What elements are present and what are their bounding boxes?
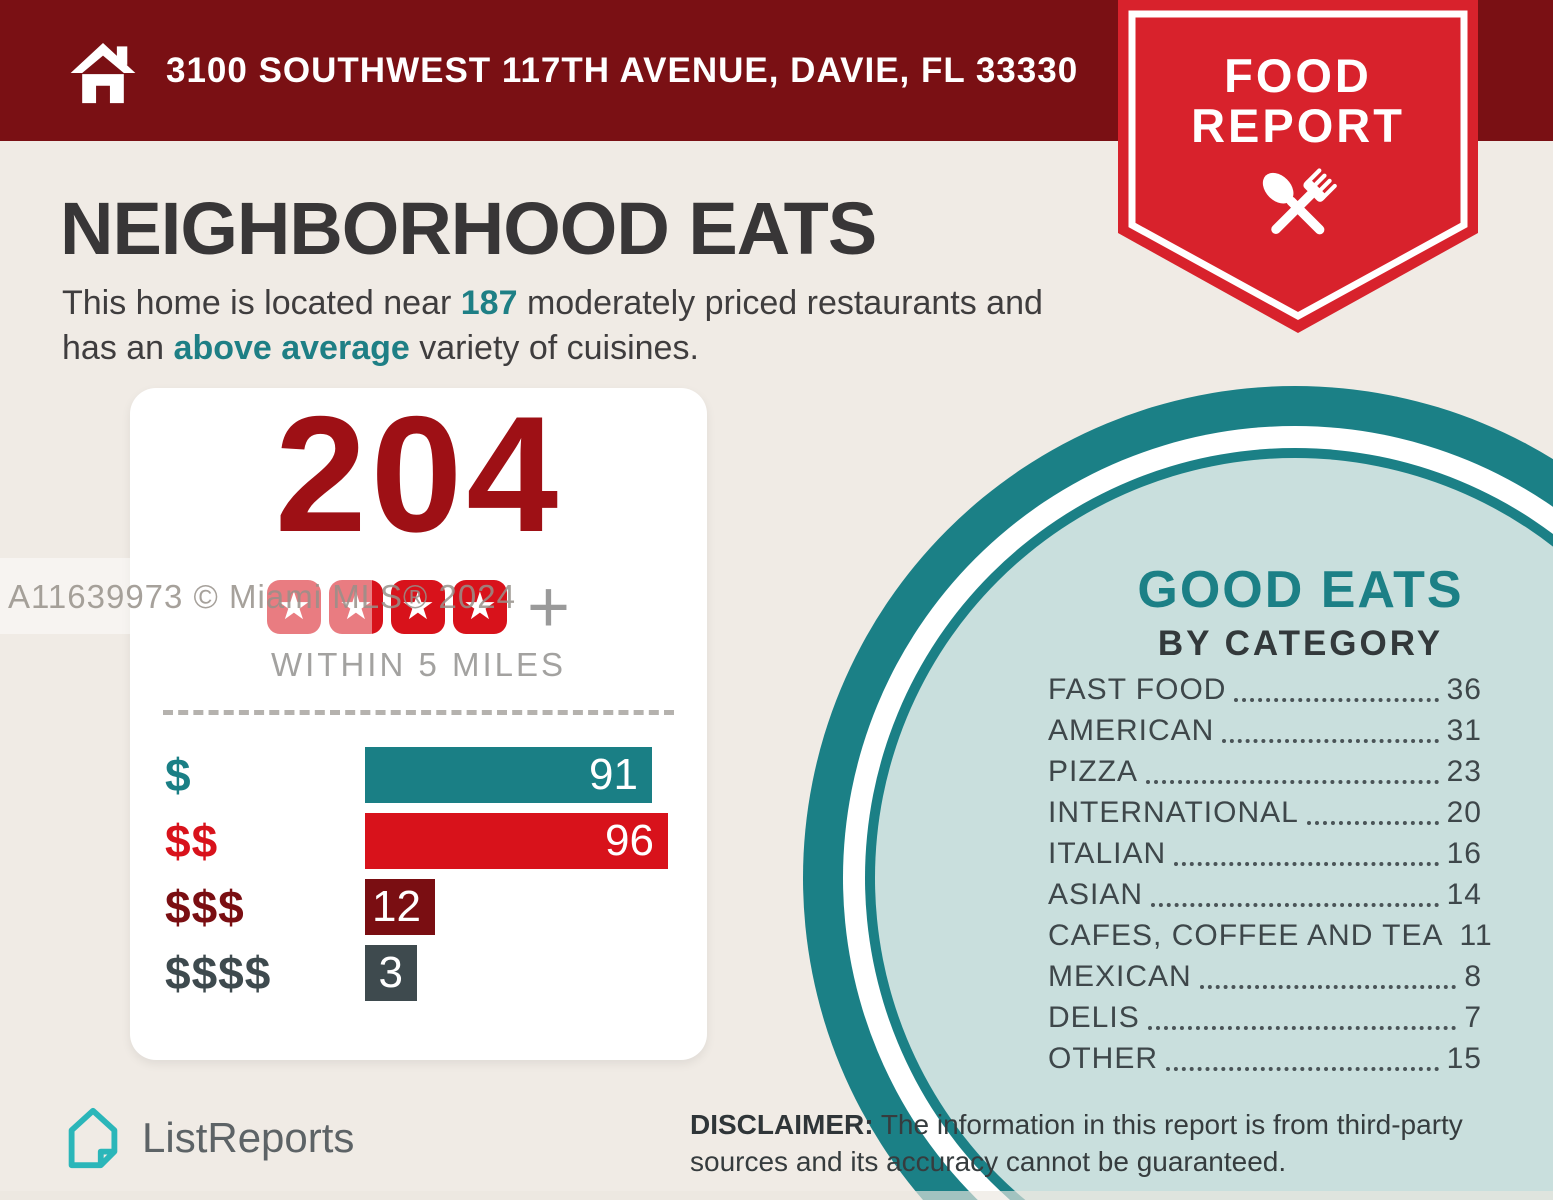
price-tier-value: 3 [378,948,403,997]
restaurant-summary-card: 204 ★ ★ ★ ★ + WITHIN 5 MILES $91 $$ 96 $$$ 12 $$$… [130,388,707,1060]
star-glyph: ★ [276,586,311,628]
category-value: 14 [1446,878,1482,911]
price-tier-bar: 91 [365,747,652,803]
ribbon-title-line1: FOOD [1224,49,1372,102]
dotted-leader [1174,862,1439,866]
price-tier-label: $$ [165,815,219,867]
category-value: 23 [1446,755,1482,788]
category-value: 7 [1464,1001,1482,1034]
price-bar-row: $91 [165,747,707,803]
ribbon-shape [1118,0,1478,333]
page-title: NEIGHBORHOOD EATS [60,187,877,270]
page-subtitle: This home is located near 187 moderately… [62,281,1077,371]
dotted-leader [1234,698,1439,702]
category-label: CAFES, COFFEE AND TEA [1048,919,1444,952]
home-icon [70,42,136,103]
disclaimer-label: DISCLAIMER: [690,1109,874,1140]
category-label: AMERICAN [1048,714,1215,747]
listreports-logo: ListReports [58,1103,354,1173]
total-restaurants-count: 204 [274,382,563,566]
star-icon: ★ [328,580,383,634]
category-value: 8 [1464,960,1482,993]
category-row: ITALIAN 16 [1048,832,1482,873]
disclaimer-text: The information in this report is from t… [690,1109,1463,1177]
price-tier-bar: 96 [365,813,668,869]
category-value: 11 [1459,919,1493,952]
star-icon: ★ [266,580,321,634]
price-bar-row: $$$$ 3 [165,945,707,1001]
rating-stars-row: ★ ★ ★ ★ + [130,565,707,648]
good-eats-subtitle: BY CATEGORY [1157,624,1444,663]
dashed-divider [163,710,674,715]
variety-highlight: above average [173,329,410,367]
price-tier-bar: 3 [365,945,417,1001]
restaurant-count-highlight: 187 [460,284,518,322]
good-eats-title: GOOD EATS [1137,561,1464,619]
dotted-leader [1146,780,1439,784]
price-tier-value: 96 [605,816,654,865]
category-label: PIZZA [1048,755,1139,788]
subtitle-text: This home is located near [62,284,461,322]
listreports-wordmark: ListReports [142,1114,355,1161]
dotted-leader [1199,985,1457,989]
price-tier-label: $$$$ [165,947,272,999]
star-glyph: ★ [400,586,435,628]
category-label: ITALIAN [1048,837,1167,870]
category-row: DELIS 7 [1048,996,1482,1037]
category-row: MEXICAN 8 [1048,955,1482,996]
category-row: INTERNATIONAL 20 [1048,791,1482,832]
disclaimer: DISCLAIMER: The information in this repo… [690,1106,1502,1180]
price-tier-bar-chart: $91 $$ 96 $$$ 12 $$$$ 3 [130,747,707,1001]
category-row: OTHER 15 [1048,1037,1482,1078]
category-value: 20 [1446,796,1482,829]
category-label: FAST FOOD [1048,673,1227,706]
dotted-leader [1147,1026,1457,1030]
listreports-house-icon [68,1107,118,1169]
category-label: OTHER [1048,1042,1158,1075]
category-value: 15 [1446,1042,1482,1075]
food-report-ribbon: FOOD REPORT [1118,0,1478,334]
star-icon: ★ [452,580,507,634]
price-tier-value: 91 [589,750,638,799]
price-bar-row: $$ 96 [165,813,707,869]
radius-caption: WITHIN 5 MILES [270,646,567,683]
ribbon-title-line2: REPORT [1191,99,1405,152]
price-tier-label: $ [165,749,192,801]
plus-icon: + [526,565,571,648]
price-tier-value: 12 [372,882,421,931]
category-label: DELIS [1048,1001,1140,1034]
category-value: 36 [1446,673,1482,706]
category-label: INTERNATIONAL [1048,796,1299,829]
category-label: ASIAN [1048,878,1144,911]
star-icon: ★ [390,580,445,634]
category-label: MEXICAN [1048,960,1192,993]
category-row: CAFES, COFFEE AND TEA 11 [1048,914,1492,955]
price-bar-row: $$$ 12 [165,879,707,935]
dotted-leader [1151,903,1439,907]
mls-watermark: A11639973 © Miami MLS® 2024 [8,578,516,615]
property-address: 3100 SOUTHWEST 117TH AVENUE, DAVIE, FL 3… [166,50,1079,90]
category-row: PIZZA 23 [1048,750,1482,791]
price-tier-bar: 12 [365,879,435,935]
star-glyph: ★ [462,586,497,628]
good-eats-heading: GOOD EATS BY CATEGORY [1063,560,1538,664]
dotted-leader [1166,1067,1439,1071]
watermark-backdrop [0,558,372,634]
category-row: AMERICAN 31 [1048,709,1482,750]
dotted-leader [1306,821,1439,825]
category-row: FAST FOOD 36 [1048,668,1482,709]
subtitle-text: variety of cuisines. [409,329,699,367]
subtitle-text: moderately priced restaurants and has an [62,284,1043,367]
category-value: 31 [1446,714,1482,747]
cuisine-category-list: FAST FOOD 36 AMERICAN 31 PIZZA 23 INTERNATIONA… [1048,668,1492,1078]
bottom-edge-strip [0,1191,1553,1200]
price-tier-label: $$$ [165,881,245,933]
category-row: ASIAN 14 [1048,873,1482,914]
dotted-leader [1222,739,1439,743]
star-glyph: ★ [338,586,373,628]
category-value: 16 [1446,837,1482,870]
spoon-fork-icon [1262,168,1337,235]
